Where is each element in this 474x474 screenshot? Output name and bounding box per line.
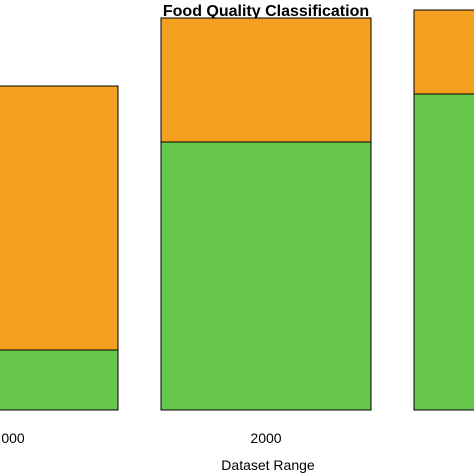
bar-segment-0-1 [0, 85, 119, 351]
bar-segment-1-1 [160, 17, 372, 143]
chart-title: Food Quality Classification [163, 3, 369, 20]
x-axis-label: Dataset Range [221, 457, 315, 473]
bar-segment-2-1 [413, 9, 474, 95]
x-tick-label: 2000 [250, 430, 281, 446]
bar-segment-0-0 [0, 349, 119, 411]
x-ticks-group: 000 2000 [1, 430, 281, 446]
bar-segment-2-0 [413, 93, 474, 411]
x-tick-label: 000 [1, 430, 25, 446]
bars-group [0, 9, 474, 411]
bar-segment-1-0 [160, 141, 372, 411]
